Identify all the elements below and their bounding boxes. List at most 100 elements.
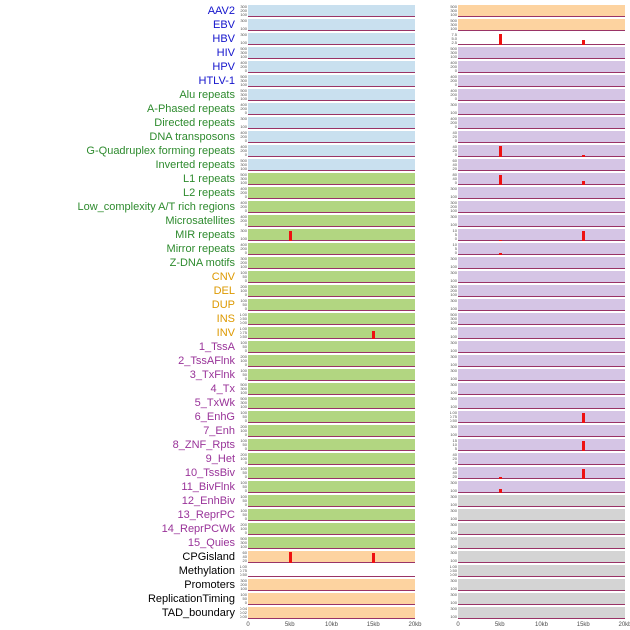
y-tick-label: 5 (454, 446, 457, 451)
column-gap (415, 411, 450, 423)
track-row: 5_TxWk 500 300 100 300 100 (0, 396, 630, 410)
track-panel-right (458, 313, 625, 325)
track-panel-right (458, 369, 625, 381)
track-panel-left (248, 537, 415, 549)
track-label: Mirror repeats (166, 243, 235, 255)
column-gap (415, 33, 450, 45)
y-tick-label: 100 (240, 404, 247, 409)
x-axis-right: 0 5kb 10kb 15kb 20kb (456, 620, 630, 630)
signal-spike (582, 181, 586, 185)
y-tick-label: 0.50 (240, 572, 247, 577)
y-tick-label: 50 (242, 442, 247, 447)
y-tick-label: 0 (244, 460, 247, 465)
y-tick-label: 100 (240, 40, 247, 45)
y-tick-label: 500 (450, 47, 457, 51)
track-panel-right (458, 257, 625, 269)
signal-baseline (248, 436, 415, 437)
signal-baseline (248, 590, 415, 591)
track-row: HBV 300 100 7.55.02.50.0 (0, 32, 630, 46)
track-row: ReplicationTiming 100 50 0 300 100 (0, 592, 630, 606)
signal-baseline (458, 492, 625, 493)
y-tick-label: 0 (454, 96, 457, 101)
y-tick-label: 300 (450, 579, 457, 583)
y-tick-label: 100 (240, 544, 247, 549)
y-tick-label: 0 (244, 516, 247, 521)
signal-baseline (248, 618, 415, 619)
x-axis-tick: 15kb (366, 622, 380, 628)
y-tick-label: 0 (244, 362, 247, 367)
track-row: 12_EnhBiv 100 50 0 300 100 (0, 494, 630, 508)
track-panel-left (248, 439, 415, 451)
y-tick-label: 100 (450, 614, 457, 619)
track-row: 15_Quies 500 300 100 300 100 (0, 536, 630, 550)
signal-baseline (248, 296, 415, 297)
y-tick-label: 60 (452, 467, 457, 471)
y-tick-label: 200 (450, 120, 457, 125)
track-panel-right (458, 453, 625, 465)
y-tick-label: 0 (244, 530, 247, 535)
y-tick-label: 200 (240, 425, 247, 429)
y-tick-label: 0 (244, 68, 247, 73)
signal-baseline (458, 506, 625, 507)
signal-baseline (248, 520, 415, 521)
y-tick-label: 100 (450, 488, 457, 493)
y-tick-label: 300 (240, 117, 247, 121)
track-label: 8_ZNF_Rpts (172, 439, 235, 451)
column-gap (415, 285, 450, 297)
signal-baseline (458, 142, 625, 143)
y-axis-ticks-left: 200 100 0 (240, 285, 248, 297)
y-axis-ticks-right: 10 5 0 (450, 243, 458, 255)
y-axis-ticks-left: 500 300 100 (240, 173, 248, 185)
track-label: Promoters (184, 579, 235, 591)
column-gap (415, 495, 450, 507)
signal-baseline (458, 464, 625, 465)
signal-baseline (458, 254, 625, 255)
signal-spike (582, 441, 586, 451)
y-axis-ticks-left: 300 200 100 (240, 257, 248, 269)
signal-baseline (458, 212, 625, 213)
y-axis-ticks-right: 300 200 100 (450, 201, 458, 213)
y-tick-label: 0 (244, 432, 247, 437)
signal-baseline (248, 380, 415, 381)
track-panel-left (248, 453, 415, 465)
track-panel-left (248, 117, 415, 129)
track-panel-left (248, 159, 415, 171)
y-tick-label: 50 (242, 470, 247, 475)
track-panel-left (248, 341, 415, 353)
y-tick-label: 100 (450, 404, 457, 409)
y-tick-label: 400 (240, 187, 247, 191)
track-panel-right (458, 397, 625, 409)
track-panel-left (248, 411, 415, 423)
y-tick-label: 300 (240, 5, 247, 9)
track-label: 3_TxFlnk (189, 369, 235, 381)
y-tick-label: 300 (450, 8, 457, 13)
track-row: EBV 300 100 500 300 100 (0, 18, 630, 32)
y-tick-label: 100 (240, 481, 247, 485)
y-tick-label: 300 (450, 593, 457, 597)
y-tick-label: 300 (240, 162, 247, 167)
track-panel-left (248, 201, 415, 213)
signal-baseline (248, 562, 415, 563)
y-tick-label: 50 (242, 484, 247, 489)
y-tick-label: 500 (240, 89, 247, 93)
track-panel-right (458, 159, 625, 171)
y-tick-label: 300 (450, 607, 457, 611)
signal-baseline (458, 30, 625, 31)
track-panel-right (458, 327, 625, 339)
track-panel-right (458, 103, 625, 115)
y-tick-label: 300 (450, 271, 457, 275)
y-tick-label: 200 (240, 218, 247, 223)
column-gap (415, 467, 450, 479)
column-gap (415, 117, 450, 129)
track-row: CNV 100 50 0 300 100 (0, 270, 630, 284)
track-panel-left (248, 229, 415, 241)
track-label: L2 repeats (183, 187, 235, 199)
y-tick-label: 0 (454, 460, 457, 465)
signal-spike (372, 553, 376, 563)
y-axis-ticks-left: 400 200 0 (240, 243, 248, 255)
track-row: CPGisland 60 40 20 300 100 (0, 550, 630, 564)
y-tick-label: 300 (450, 22, 457, 27)
y-axis-ticks-left: 100 50 0 (240, 369, 248, 381)
column-gap (415, 89, 450, 101)
